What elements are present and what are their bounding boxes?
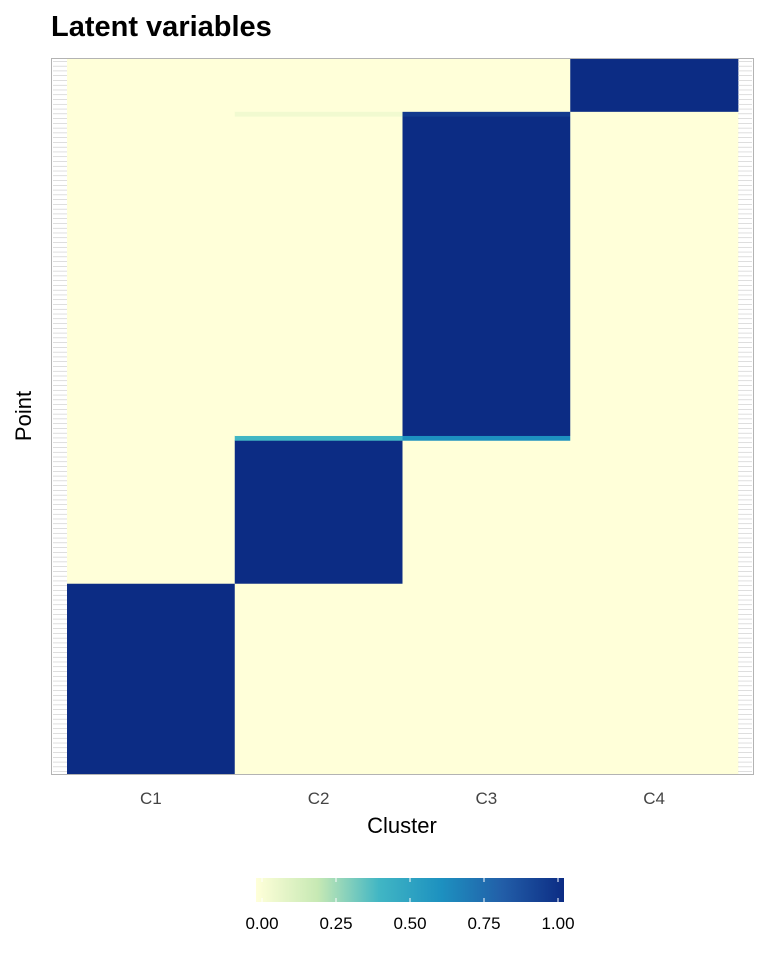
chart-title: Latent variables xyxy=(51,11,272,43)
x-tick-label: C1 xyxy=(140,789,162,808)
heatmap-cell-c1 xyxy=(67,59,236,584)
heatmap-cell-c3 xyxy=(402,440,571,775)
heatmap-cell-c2 xyxy=(234,116,403,436)
y-axis-tick-marks xyxy=(53,61,752,772)
x-tick-label: C3 xyxy=(476,789,498,808)
heatmap-cell-c3 xyxy=(402,111,571,117)
heatmap-cells xyxy=(67,59,739,775)
x-tick-label: C2 xyxy=(308,789,330,808)
colorbar-tick-label: 0.00 xyxy=(245,914,278,933)
colorbar-tick-label: 0.25 xyxy=(319,914,352,933)
heatmap-cell-c2 xyxy=(234,435,403,441)
x-axis-ticks: C1 C2 C3 C4 xyxy=(140,789,665,808)
heatmap-cell-c2 xyxy=(234,440,403,584)
heatmap-cell-c3 xyxy=(402,59,571,112)
heatmap-cell-c3 xyxy=(402,435,571,441)
heatmap-cell-c4 xyxy=(570,59,739,112)
x-tick-label: C4 xyxy=(643,789,665,808)
heatmap-cell-c2 xyxy=(234,583,403,775)
x-axis-title: Cluster xyxy=(367,813,437,838)
heatmap-cell-c1 xyxy=(67,583,236,775)
colorbar-tick-label: 1.00 xyxy=(541,914,574,933)
colorbar-tick-label: 0.50 xyxy=(393,914,426,933)
colorbar-legend: 0.00 0.25 0.50 0.75 1.00 xyxy=(245,878,575,933)
colorbar-tick-label: 0.75 xyxy=(467,914,500,933)
heatmap-cell-c4 xyxy=(570,111,739,775)
heatmap-cell-c3 xyxy=(402,116,571,436)
y-axis-title: Point xyxy=(11,391,36,441)
heatmap-cell-c2 xyxy=(234,111,403,117)
heatmap-cell-c2 xyxy=(234,59,403,112)
panel-border xyxy=(51,58,754,775)
